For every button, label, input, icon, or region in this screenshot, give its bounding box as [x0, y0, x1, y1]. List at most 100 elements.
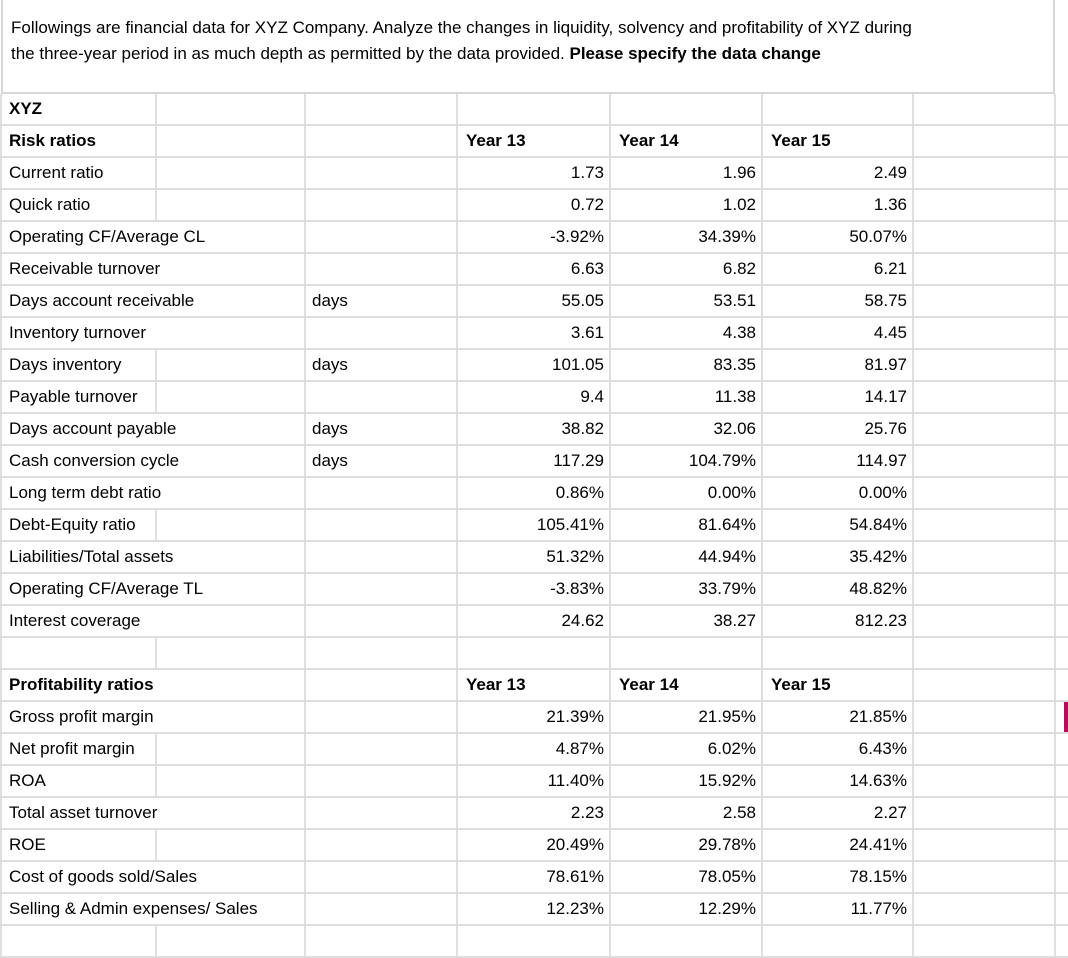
- cell-year15[interactable]: 35.42%: [763, 542, 914, 572]
- cell-unit[interactable]: [306, 798, 458, 828]
- cell-edge[interactable]: [1056, 894, 1068, 924]
- cell-edge[interactable]: [1056, 94, 1068, 124]
- cell-edge[interactable]: [1056, 382, 1068, 412]
- cell-year13[interactable]: 2.23: [458, 798, 611, 828]
- cell-year13[interactable]: 24.62: [458, 606, 611, 636]
- cell-edge[interactable]: [1056, 734, 1068, 764]
- cell-extra[interactable]: [914, 510, 1056, 540]
- cell-edge[interactable]: [1056, 222, 1068, 252]
- cell-year14[interactable]: 38.27: [611, 606, 763, 636]
- cell-extra[interactable]: [914, 350, 1056, 380]
- cell-label[interactable]: Liabilities/Total assets: [2, 542, 306, 572]
- cell-year15[interactable]: 81.97: [763, 350, 914, 380]
- cell-year14[interactable]: 15.92%: [611, 766, 763, 796]
- cell-year14[interactable]: 78.05%: [611, 862, 763, 892]
- cell-unit[interactable]: [306, 318, 458, 348]
- cell-label[interactable]: ROA: [2, 766, 306, 796]
- cell-extra[interactable]: [914, 574, 1056, 604]
- cell-year14[interactable]: 11.38: [611, 382, 763, 412]
- cell-year13[interactable]: -3.83%: [458, 574, 611, 604]
- cell-year13[interactable]: 4.87%: [458, 734, 611, 764]
- cell-edge[interactable]: [1056, 542, 1068, 572]
- cell-year13[interactable]: [458, 94, 611, 124]
- cell-edge[interactable]: [1056, 254, 1068, 284]
- cell-unit[interactable]: [306, 862, 458, 892]
- cell-year15[interactable]: [763, 926, 914, 956]
- cell-label[interactable]: Risk ratios: [2, 126, 306, 156]
- cell-label[interactable]: ROE: [2, 830, 306, 860]
- cell-year13[interactable]: 1.73: [458, 158, 611, 188]
- cell-edge[interactable]: [1056, 446, 1068, 476]
- cell-year15[interactable]: 14.63%: [763, 766, 914, 796]
- cell-unit[interactable]: days: [306, 286, 458, 316]
- cell-year15[interactable]: 1.36: [763, 190, 914, 220]
- cell-label[interactable]: Operating CF/Average CL: [2, 222, 306, 252]
- cell-year15[interactable]: 114.97: [763, 446, 914, 476]
- cell-unit[interactable]: [306, 222, 458, 252]
- cell-extra[interactable]: [914, 702, 1056, 732]
- cell-label[interactable]: [2, 926, 306, 956]
- cell-unit[interactable]: [306, 926, 458, 956]
- cell-year14[interactable]: 33.79%: [611, 574, 763, 604]
- cell-year13[interactable]: 55.05: [458, 286, 611, 316]
- cell-unit[interactable]: [306, 510, 458, 540]
- cell-extra[interactable]: [914, 414, 1056, 444]
- cell-label[interactable]: Current ratio: [2, 158, 306, 188]
- cell-year14[interactable]: 44.94%: [611, 542, 763, 572]
- cell-extra[interactable]: [914, 830, 1056, 860]
- cell-unit[interactable]: [306, 606, 458, 636]
- cell-year15[interactable]: 14.17: [763, 382, 914, 412]
- cell-label[interactable]: Receivable turnover: [2, 254, 306, 284]
- cell-year13[interactable]: 3.61: [458, 318, 611, 348]
- cell-extra[interactable]: [914, 926, 1056, 956]
- cell-year14[interactable]: [611, 638, 763, 668]
- cell-label[interactable]: Cost of goods sold/Sales: [2, 862, 306, 892]
- cell-extra[interactable]: [914, 318, 1056, 348]
- cell-edge[interactable]: [1056, 638, 1068, 668]
- cell-year13[interactable]: 9.4: [458, 382, 611, 412]
- cell-extra[interactable]: [914, 446, 1056, 476]
- cell-unit[interactable]: [306, 638, 458, 668]
- cell-year13[interactable]: -3.92%: [458, 222, 611, 252]
- cell-year15[interactable]: 25.76: [763, 414, 914, 444]
- cell-edge[interactable]: [1056, 926, 1068, 956]
- cell-year13[interactable]: 51.32%: [458, 542, 611, 572]
- cell-year15[interactable]: 78.15%: [763, 862, 914, 892]
- cell-extra[interactable]: [914, 638, 1056, 668]
- cell-year13[interactable]: 101.05: [458, 350, 611, 380]
- cell-extra[interactable]: [914, 254, 1056, 284]
- cell-year13[interactable]: [458, 926, 611, 956]
- cell-year14[interactable]: 1.96: [611, 158, 763, 188]
- cell-year13[interactable]: 105.41%: [458, 510, 611, 540]
- cell-edge[interactable]: [1056, 126, 1068, 156]
- cell-year15[interactable]: 48.82%: [763, 574, 914, 604]
- cell-year15[interactable]: Year 15: [763, 126, 914, 156]
- cell-year15[interactable]: 58.75: [763, 286, 914, 316]
- cell-edge[interactable]: [1056, 606, 1068, 636]
- cell-year14[interactable]: 53.51: [611, 286, 763, 316]
- cell-extra[interactable]: [914, 798, 1056, 828]
- cell-unit[interactable]: [306, 766, 458, 796]
- cell-unit[interactable]: [306, 734, 458, 764]
- cell-year13[interactable]: 38.82: [458, 414, 611, 444]
- cell-edge[interactable]: [1056, 478, 1068, 508]
- cell-unit[interactable]: [306, 126, 458, 156]
- cell-year13[interactable]: 78.61%: [458, 862, 611, 892]
- cell-year13[interactable]: 6.63: [458, 254, 611, 284]
- cell-year13[interactable]: 12.23%: [458, 894, 611, 924]
- cell-label[interactable]: Quick ratio: [2, 190, 306, 220]
- cell-extra[interactable]: [914, 766, 1056, 796]
- cell-extra[interactable]: [914, 606, 1056, 636]
- cell-year13[interactable]: 0.72: [458, 190, 611, 220]
- cell-extra[interactable]: [914, 190, 1056, 220]
- cell-unit[interactable]: [306, 158, 458, 188]
- cell-year15[interactable]: 0.00%: [763, 478, 914, 508]
- cell-label[interactable]: Long term debt ratio: [2, 478, 306, 508]
- cell-extra[interactable]: [914, 94, 1056, 124]
- cell-year13[interactable]: 21.39%: [458, 702, 611, 732]
- cell-edge[interactable]: [1056, 318, 1068, 348]
- cell-unit[interactable]: days: [306, 414, 458, 444]
- cell-label[interactable]: Inventory turnover: [2, 318, 306, 348]
- cell-year14[interactable]: 0.00%: [611, 478, 763, 508]
- cell-extra[interactable]: [914, 734, 1056, 764]
